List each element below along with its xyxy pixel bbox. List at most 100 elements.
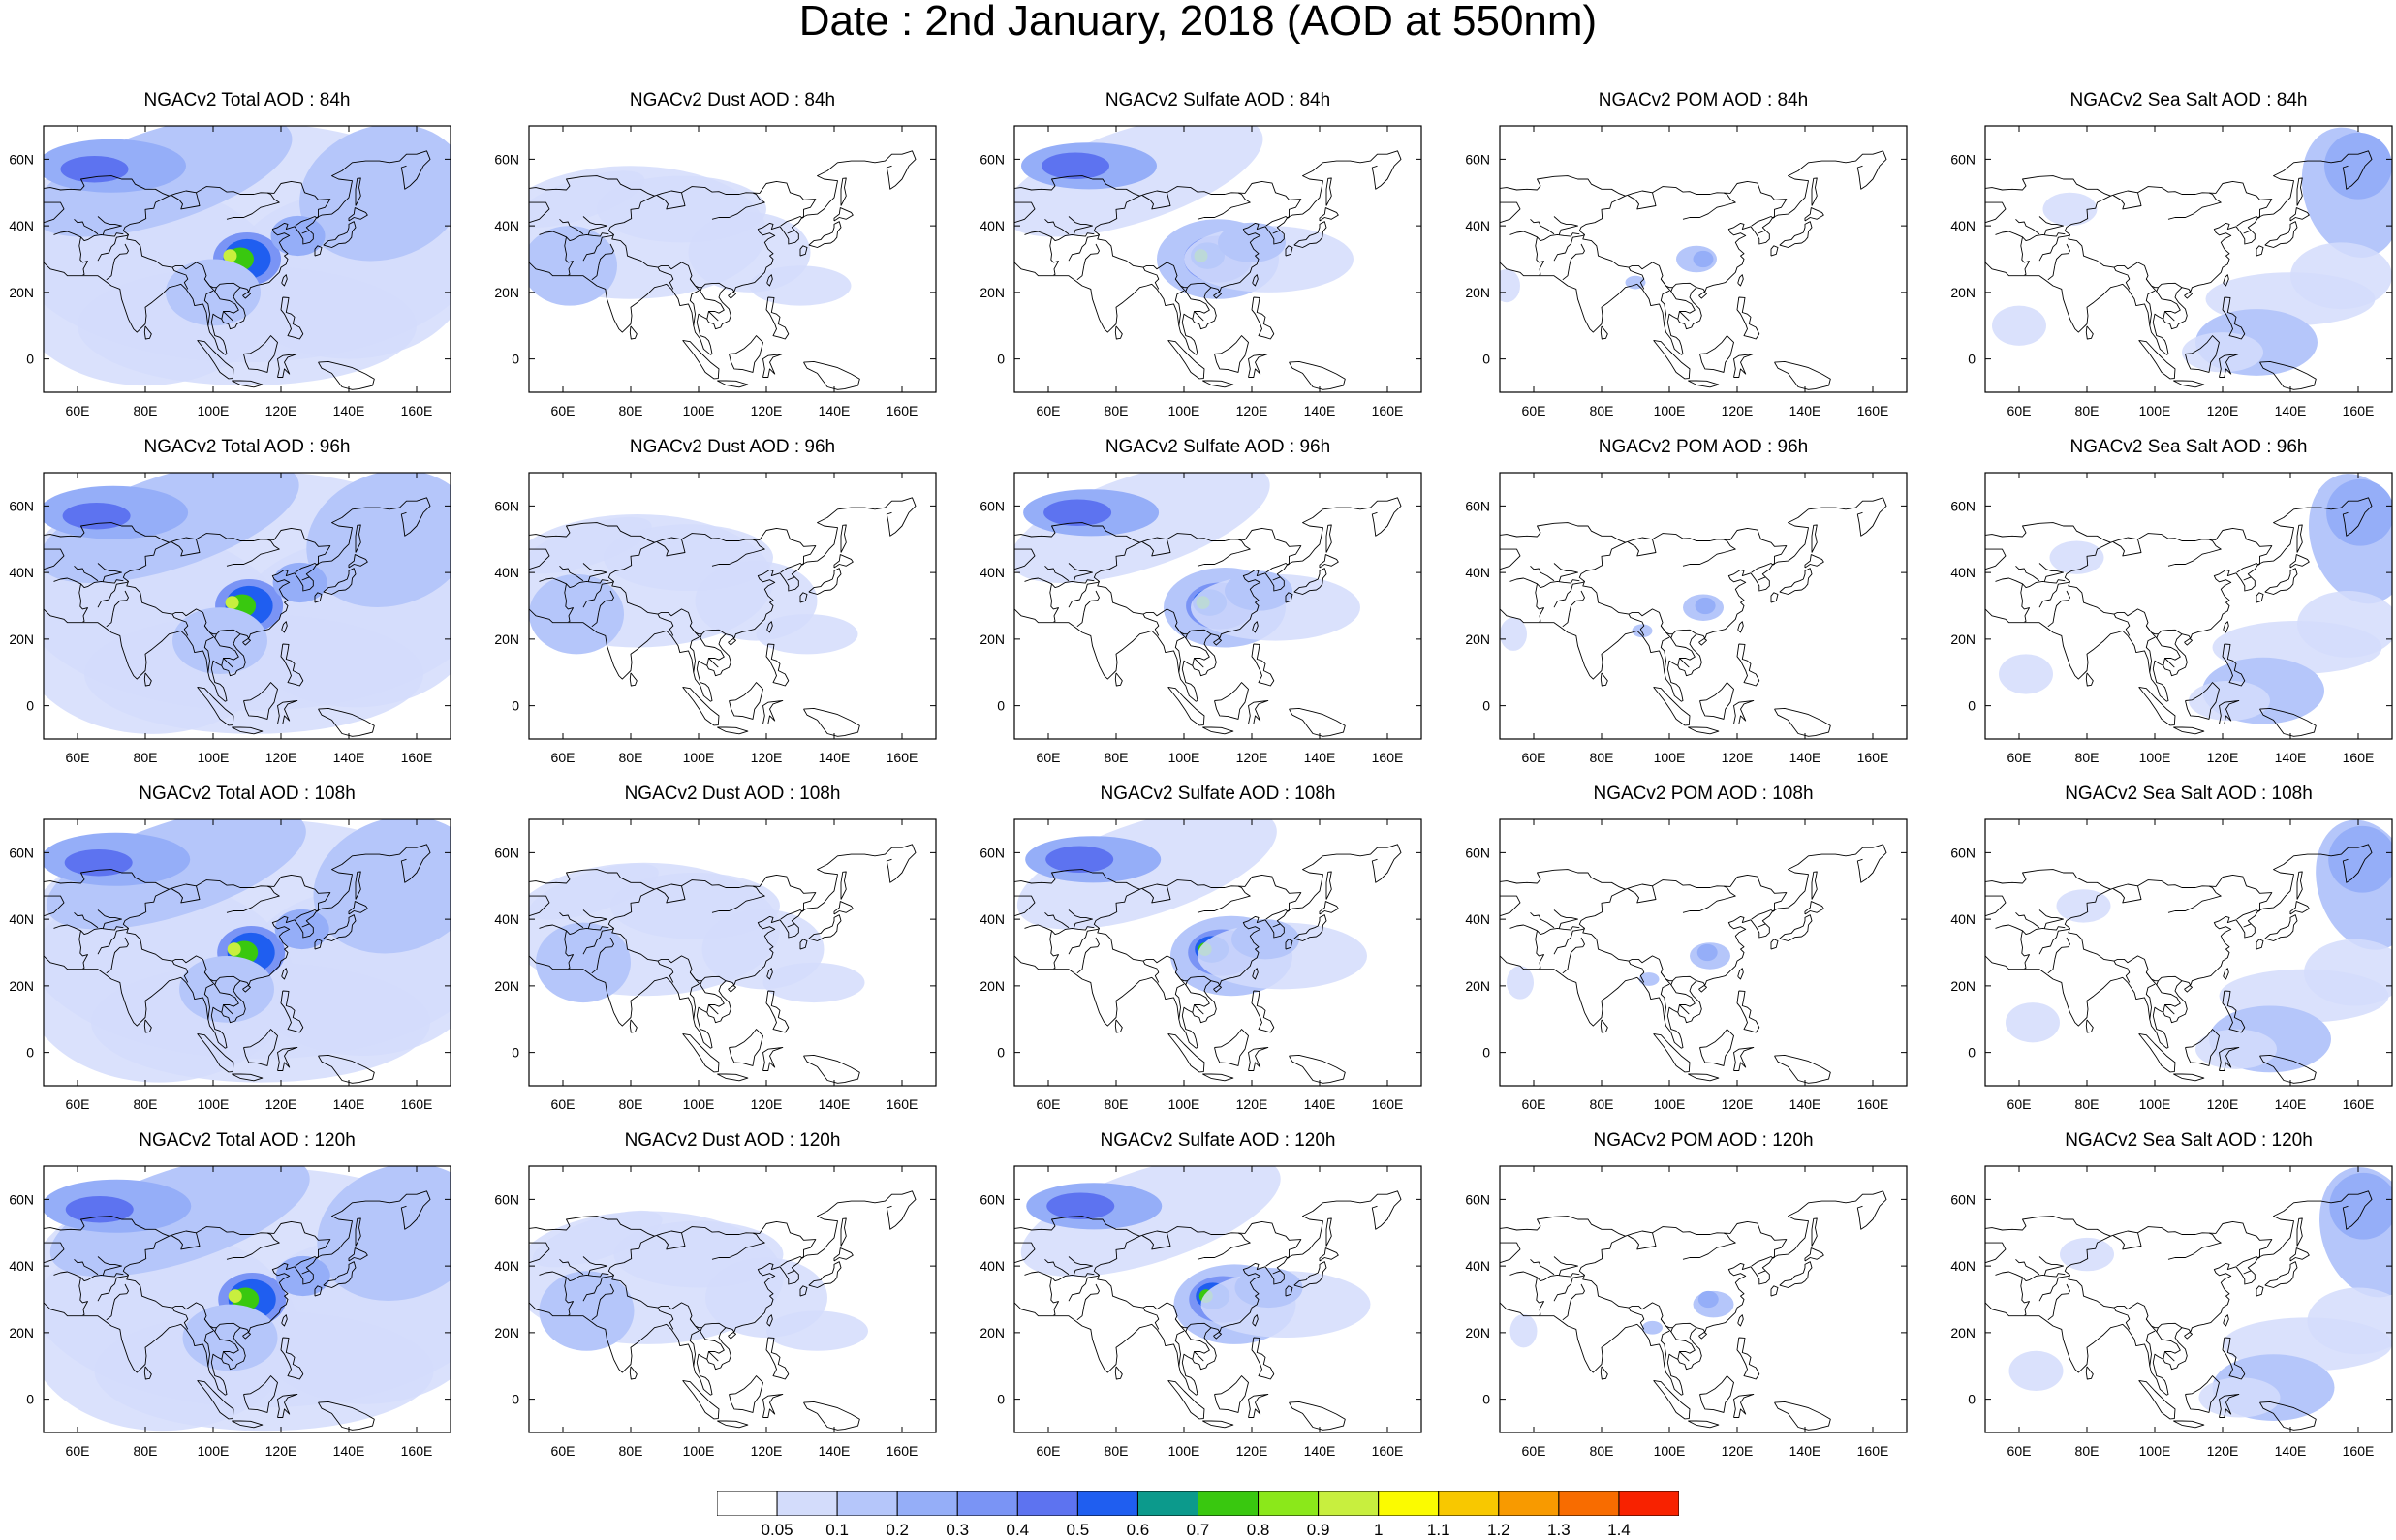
border-line	[1510, 231, 1544, 275]
coastline	[1252, 991, 1274, 1032]
panel-title: NGACv2 Sulfate AOD : 120h	[1014, 1130, 1421, 1152]
y-tick-label: 0	[26, 1045, 34, 1061]
x-tick-label: 160E	[2343, 403, 2375, 418]
coastline	[1737, 991, 1759, 1032]
y-tick-label: 40N	[9, 1258, 34, 1274]
coastline	[2256, 1286, 2263, 1296]
x-tick-label: 140E	[1789, 403, 1821, 418]
y-tick-label: 0	[1968, 698, 1976, 714]
y-tick-label: 60N	[1465, 151, 1490, 167]
aod-contour	[1046, 1193, 1114, 1220]
border-line	[1554, 217, 1578, 235]
y-tick-label: 0	[512, 352, 519, 367]
coastline	[630, 326, 637, 339]
border-line	[1996, 1272, 2030, 1315]
coastline	[1771, 593, 1778, 602]
y-tick-label: 0	[997, 1392, 1005, 1407]
coastline	[1780, 1262, 1812, 1288]
coastline	[841, 525, 846, 553]
border-line	[1490, 870, 1787, 916]
panel-title: NGACv2 Total AOD : 84h	[44, 90, 451, 111]
colorbar-swatch	[1198, 1491, 1259, 1516]
x-tick-label: 140E	[2275, 403, 2307, 418]
y-tick-label: 0	[997, 1045, 1005, 1061]
x-tick-label: 80E	[134, 1443, 158, 1459]
border-line	[1976, 176, 2272, 223]
coastline	[630, 1020, 637, 1032]
colorbar-label: 0.3	[946, 1521, 969, 1540]
x-tick-label: 120E	[265, 1443, 297, 1459]
coastline	[2173, 1421, 2204, 1428]
x-tick-label: 160E	[2343, 1443, 2375, 1459]
coastline	[1654, 340, 1690, 379]
coastline	[1215, 1376, 1249, 1413]
coastline	[1249, 701, 1268, 724]
border-line	[2244, 577, 2251, 580]
aod-contour	[1696, 598, 1716, 614]
border-line	[1084, 1284, 1100, 1306]
aod-contour	[183, 1305, 278, 1371]
border-line	[1531, 219, 1555, 233]
y-tick-label: 0	[512, 1045, 519, 1061]
border-line	[2016, 1259, 2040, 1274]
coastline	[2185, 639, 2193, 646]
y-tick-label: 0	[26, 352, 34, 367]
border-line	[1069, 1275, 1100, 1301]
y-tick-label: 40N	[1465, 218, 1490, 233]
coastline	[1780, 915, 1812, 941]
aod-contour	[763, 963, 865, 1002]
coastline	[1771, 1286, 1778, 1296]
colorbar	[717, 1491, 1679, 1516]
x-tick-label: 80E	[1105, 1096, 1129, 1112]
border-line	[1976, 523, 2272, 570]
x-tick-label: 160E	[1857, 1443, 1889, 1459]
colorbar-swatch	[1559, 1491, 1619, 1516]
y-tick-label: 0	[26, 698, 34, 714]
y-tick-label: 60N	[9, 498, 34, 513]
y-tick-label: 60N	[494, 1191, 519, 1207]
x-tick-label: 80E	[1590, 750, 1614, 765]
coastline	[1202, 727, 1233, 734]
x-tick-label: 60E	[1037, 750, 1061, 765]
coastline	[809, 222, 841, 248]
colorbar-swatch	[777, 1491, 837, 1516]
x-tick-label: 140E	[819, 1096, 851, 1112]
coastline	[2139, 340, 2175, 379]
coastline	[1326, 1218, 1331, 1247]
y-tick-label: 20N	[9, 1325, 34, 1340]
coastline	[1654, 1380, 1690, 1419]
coastline	[2297, 178, 2302, 206]
coastline	[2185, 986, 2193, 993]
x-tick-label: 60E	[551, 403, 576, 418]
x-tick-label: 120E	[2207, 1443, 2239, 1459]
border-line	[1490, 523, 1787, 570]
border-line	[1570, 244, 1585, 265]
panel-title: NGACv2 Sea Salt AOD : 96h	[1985, 437, 2392, 458]
coastline	[1290, 708, 1346, 736]
x-tick-label: 80E	[1590, 1096, 1614, 1112]
border-line	[709, 1005, 719, 1015]
coastline	[1500, 1191, 1886, 1395]
colorbar-swatch	[1619, 1491, 1679, 1516]
coastline	[1168, 687, 1204, 725]
panel-title: NGACv2 Sulfate AOD : 108h	[1014, 784, 1421, 805]
y-tick-label: 60N	[980, 498, 1005, 513]
aod-contour	[1493, 269, 1520, 302]
coastline	[1734, 701, 1754, 724]
x-tick-label: 80E	[619, 1443, 643, 1459]
panel-title: NGACv2 POM AOD : 120h	[1500, 1130, 1907, 1152]
coastline	[683, 1380, 719, 1419]
panel-title: NGACv2 Dust AOD : 84h	[529, 90, 936, 111]
border-line	[1025, 925, 1059, 969]
x-tick-label: 60E	[2007, 403, 2032, 418]
x-tick-label: 100E	[683, 403, 715, 418]
y-tick-label: 20N	[1950, 285, 1976, 300]
coastline	[2173, 727, 2204, 734]
border-line	[2168, 886, 2221, 912]
coastline	[1805, 902, 1823, 914]
x-tick-label: 140E	[819, 1443, 851, 1459]
x-tick-label: 60E	[66, 403, 90, 418]
aod-field	[1507, 942, 1730, 999]
border-line	[1069, 234, 1100, 261]
y-tick-label: 0	[1482, 352, 1490, 367]
